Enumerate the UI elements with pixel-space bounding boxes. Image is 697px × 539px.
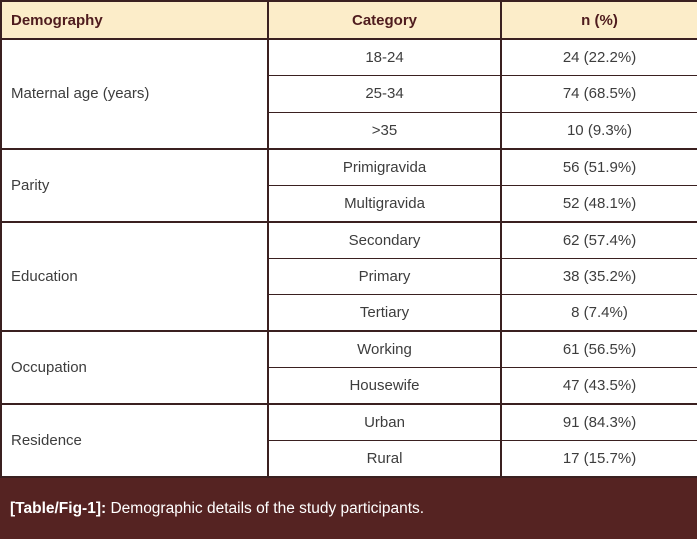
category-cell: Housewife <box>267 367 502 405</box>
category-cell: 18-24 <box>267 38 502 76</box>
category-cell: Multigravida <box>267 184 502 222</box>
value-cell: 56 (51.9%) <box>500 147 697 186</box>
value-cell: 61 (56.5%) <box>500 330 697 368</box>
demographics-table: Demography Category n (%) Maternal age (… <box>0 0 697 478</box>
value-cell: 10 (9.3%) <box>500 111 697 149</box>
table-row: Parity Primigravida 56 (51.9%) <box>0 147 697 222</box>
table-row: Tertiary 8 (7.4%) <box>1 294 697 332</box>
category-cell: Primary <box>267 257 502 295</box>
value-cell: 8 (7.4%) <box>500 294 697 332</box>
table-row: Residence Urban 91 (84.3%) <box>0 403 697 478</box>
table-row: Multigravida 52 (48.1%) <box>1 184 697 222</box>
category-cell: Working <box>267 330 502 368</box>
demography-cell: Education <box>0 220 269 332</box>
table-body: Maternal age (years) 18-24 24 (22.2%) 25-34… <box>0 38 697 478</box>
caption-text: Demographic details of the study partici… <box>106 499 425 517</box>
table-header: Demography Category n (%) <box>0 0 697 40</box>
demography-cell: Occupation <box>0 330 269 405</box>
category-cell: Tertiary <box>267 294 502 332</box>
demography-cell: Parity <box>0 147 269 222</box>
value-cell: 62 (57.4%) <box>500 220 697 259</box>
category-cell: Primigravida <box>267 147 502 186</box>
value-cell: 91 (84.3%) <box>500 403 697 441</box>
header-row: Demography Category n (%) <box>0 0 697 40</box>
caption-label: [Table/Fig-1]: <box>10 499 107 517</box>
figure-caption: [Table/Fig-1]: Demographic details of th… <box>0 478 697 539</box>
table-row: Primary 38 (35.2%) <box>1 257 697 295</box>
value-cell: 74 (68.5%) <box>500 75 697 113</box>
column-header-demography: Demography <box>0 0 269 40</box>
demography-cell: Residence <box>0 403 269 478</box>
category-cell: Rural <box>267 440 502 478</box>
table-row: Education Secondary 62 (57.4%) <box>0 220 697 332</box>
column-header-category: Category <box>267 0 502 40</box>
table-row: Maternal age (years) 18-24 24 (22.2%) <box>0 38 697 149</box>
table-row: Housewife 47 (43.5%) <box>1 367 697 405</box>
demography-cell: Maternal age (years) <box>0 38 269 149</box>
category-cell: Secondary <box>267 220 502 259</box>
value-cell: 38 (35.2%) <box>500 257 697 295</box>
category-cell: Urban <box>267 403 502 441</box>
category-cell: 25-34 <box>267 75 502 113</box>
table-row: Rural 17 (15.7%) <box>1 440 697 478</box>
category-cell: >35 <box>267 111 502 149</box>
table-row: Occupation Working 61 (56.5%) <box>0 330 697 405</box>
value-cell: 47 (43.5%) <box>500 367 697 405</box>
value-cell: 24 (22.2%) <box>500 38 697 76</box>
value-cell: 17 (15.7%) <box>500 440 697 478</box>
value-cell: 52 (48.1%) <box>500 184 697 222</box>
column-header-n-percent: n (%) <box>500 0 697 40</box>
